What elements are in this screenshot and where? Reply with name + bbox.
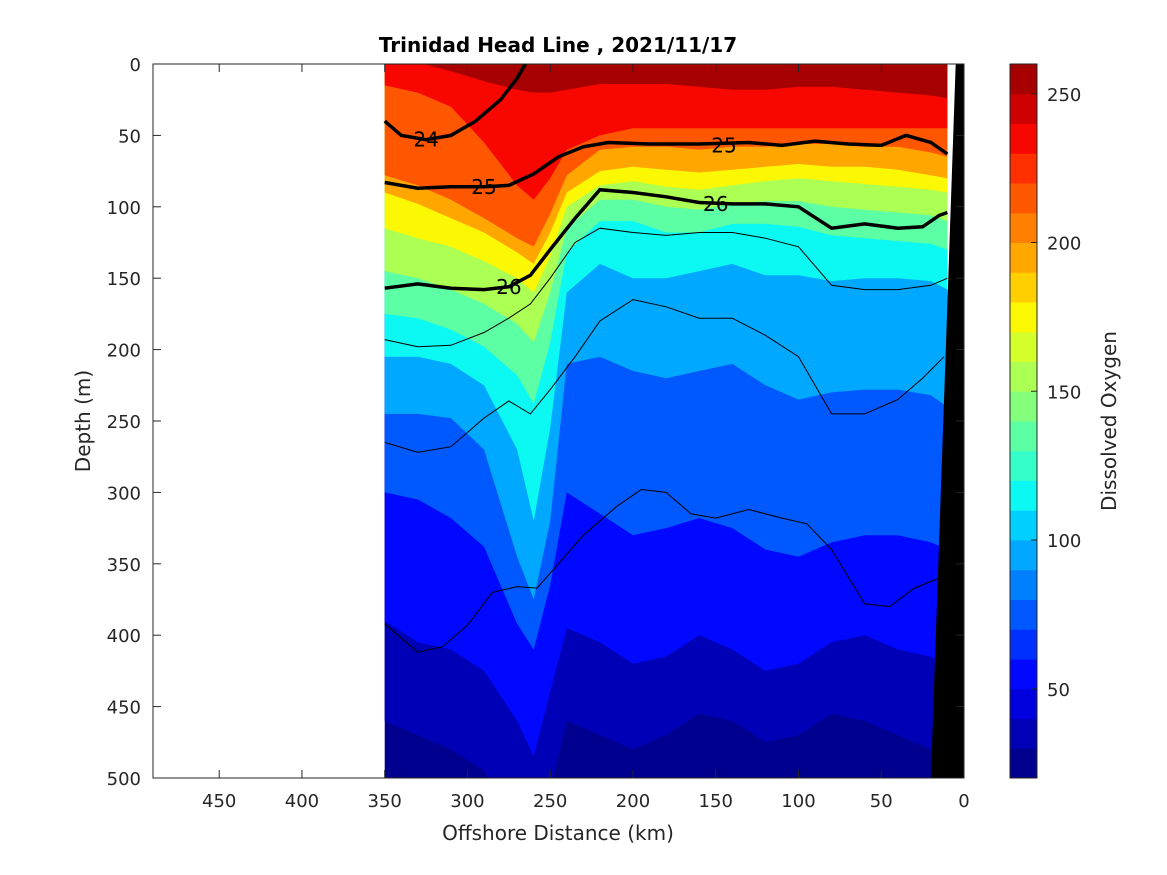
colorbar-segment [1010, 302, 1037, 333]
colorbar-tick-label: 100 [1047, 531, 1081, 552]
colorbar-segment [1010, 123, 1037, 154]
y-tick-label: 500 [107, 769, 141, 790]
y-axis-label: Depth (m) [71, 370, 95, 472]
contour-label-25: 25 [471, 175, 496, 199]
y-tick-label: 350 [107, 555, 141, 576]
x-axis-ticks: 450 400 350 300 250 200 150 100 50 0 [202, 64, 970, 812]
colorbar-segment [1010, 183, 1037, 214]
colorbar-segment [1010, 272, 1037, 303]
x-tick-label: 0 [958, 791, 969, 812]
colorbar-segment [1010, 212, 1037, 243]
colorbar-tick-label: 50 [1047, 680, 1070, 701]
colorbar-tick-label: 200 [1047, 234, 1081, 255]
colorbar-frame [1009, 63, 1038, 779]
colorbar-segment [1010, 718, 1037, 749]
oxygen-band-o250 [423, 64, 948, 99]
contour-label-26-b: 26 [703, 192, 728, 216]
contour-line-25 [384, 133, 949, 190]
colorbar-label: Dissolved Oxygen [1097, 331, 1121, 511]
colorbar-segment [1010, 361, 1037, 392]
plot-area: 24 25 26 25 26 [383, 64, 964, 778]
contour-label-24: 24 [413, 128, 438, 152]
density-contours: 24 25 26 25 26 [383, 64, 949, 653]
oxygen-contour-fills [384, 64, 948, 778]
thin-contour-2 [384, 488, 940, 653]
y-tick-label: 100 [107, 198, 141, 219]
colorbar-segment [1010, 331, 1037, 362]
x-tick-label: 400 [285, 791, 319, 812]
thin-contour-0 [384, 227, 948, 348]
colorbar-segment [1010, 450, 1037, 481]
thin-contour-1 [384, 299, 945, 453]
x-tick-label: 350 [368, 791, 402, 812]
oxygen-band-o230 [384, 64, 948, 200]
colorbar-segment [1010, 569, 1037, 600]
x-tick-label: 50 [870, 791, 893, 812]
colorbar-ticks: 50 100 150 200 250 [1031, 85, 1081, 701]
y-tick-label: 400 [107, 626, 141, 647]
colorbar-segment [1010, 688, 1037, 719]
colorbar-segment [1010, 391, 1037, 422]
colorbar-segment [1010, 153, 1037, 184]
x-tick-label: 300 [450, 791, 484, 812]
x-tick-label: 250 [533, 791, 567, 812]
colorbar-segment [1010, 599, 1037, 630]
colorbar-tick-label: 150 [1047, 382, 1081, 403]
colorbar-segment [1010, 659, 1037, 690]
colorbar-segment [1010, 242, 1037, 273]
x-axis-label: Offshore Distance (km) [442, 821, 674, 845]
colorbar-segment [1010, 480, 1037, 511]
y-tick-label: 250 [107, 412, 141, 433]
x-tick-label: 150 [699, 791, 733, 812]
y-tick-label: 150 [107, 269, 141, 290]
colorbar-segment [1010, 748, 1037, 779]
x-tick-label: 450 [202, 791, 236, 812]
contour-line-26 [384, 187, 948, 292]
colorbar [1010, 64, 1037, 779]
contour-label-25-b: 25 [711, 133, 736, 157]
colorbar-segment [1010, 93, 1037, 124]
colorbar-segment [1010, 629, 1037, 660]
y-tick-label: 300 [107, 483, 141, 504]
y-tick-label: 200 [107, 341, 141, 362]
colorbar-segment [1010, 540, 1037, 571]
contour-line-24 [383, 64, 527, 142]
y-tick-label: 50 [118, 126, 141, 147]
colorbar-segment [1010, 510, 1037, 541]
colorbar-tick-label: 250 [1047, 85, 1081, 106]
seafloor-bathymetry [930, 64, 964, 778]
x-tick-label: 100 [781, 791, 815, 812]
contour-label-26: 26 [496, 275, 521, 299]
y-tick-label: 450 [107, 698, 141, 719]
colorbar-segment [1010, 421, 1037, 452]
chart-title: Trinidad Head Line , 2021/11/17 [379, 33, 737, 57]
y-axis-ticks: 0 50 100 150 200 250 300 350 400 450 500 [107, 55, 964, 790]
colorbar-segment [1010, 64, 1037, 95]
x-tick-label: 200 [616, 791, 650, 812]
y-tick-label: 0 [130, 55, 141, 76]
